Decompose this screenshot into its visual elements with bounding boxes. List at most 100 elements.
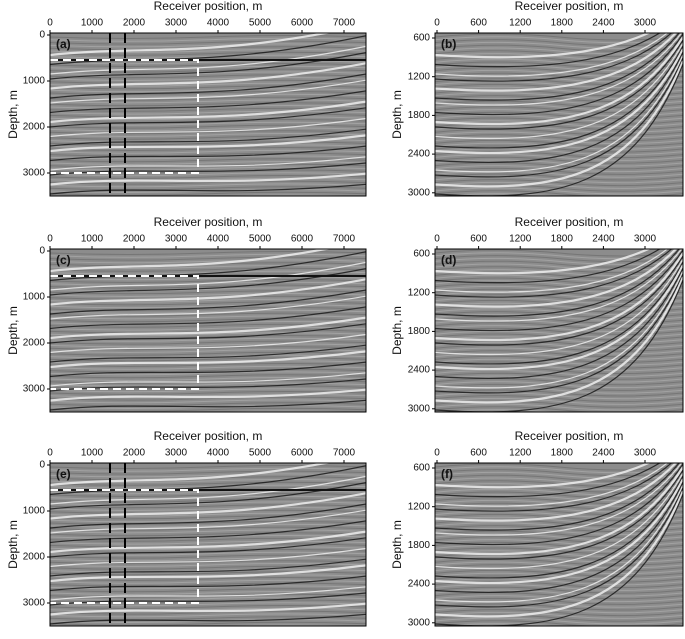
x-tick-label: 7000 <box>333 18 356 29</box>
texture <box>50 127 366 132</box>
texture <box>435 530 683 538</box>
texture <box>50 175 366 179</box>
x-tick-label: 600 <box>470 448 487 459</box>
x-tick-label: 3000 <box>165 448 188 459</box>
reflector <box>50 333 366 354</box>
texture <box>435 199 683 205</box>
reflector <box>50 547 366 568</box>
texture <box>50 529 366 534</box>
frame <box>434 32 684 197</box>
reflector <box>435 484 683 603</box>
texture <box>435 33 683 41</box>
reflector <box>435 252 683 342</box>
texture <box>50 631 366 634</box>
reflector <box>435 463 680 531</box>
texture <box>50 135 366 140</box>
seismic-image <box>50 33 366 196</box>
frame <box>49 32 367 197</box>
reflector <box>435 33 669 77</box>
texture <box>435 383 683 391</box>
reflector <box>435 463 683 536</box>
texture <box>50 551 366 556</box>
reflector <box>435 33 678 92</box>
texture <box>435 263 683 271</box>
texture <box>50 124 366 129</box>
reflector <box>435 39 683 130</box>
x-tick-label: 0 <box>47 448 53 459</box>
texture <box>50 309 366 314</box>
texture <box>435 333 683 341</box>
y-tick-label: 3000 <box>408 187 431 198</box>
y-tick-label: 2000 <box>23 552 46 563</box>
y-tick-label: 2400 <box>408 365 431 376</box>
texture <box>435 283 683 291</box>
reflector <box>50 62 366 90</box>
texture <box>435 288 683 296</box>
texture <box>50 35 366 39</box>
texture <box>50 315 366 320</box>
reflector <box>435 469 683 560</box>
texture <box>435 139 683 147</box>
texture <box>50 391 366 395</box>
x-tick-label: 600 <box>470 234 487 245</box>
reflector <box>50 564 366 583</box>
reflector <box>435 249 669 293</box>
x-tick-label: 3000 <box>165 18 188 29</box>
texture <box>50 554 366 559</box>
texture <box>50 326 366 331</box>
texture <box>435 578 683 586</box>
y-tick-label: 0 <box>39 246 45 257</box>
y-tick-label: 600 <box>413 463 430 474</box>
texture <box>50 507 366 511</box>
texture <box>435 463 683 471</box>
x-tick-label: 3000 <box>165 234 188 245</box>
x-tick-label: 3000 <box>634 448 657 459</box>
reflector <box>50 350 366 369</box>
texture <box>485 625 509 626</box>
texture <box>435 558 683 566</box>
texture <box>50 518 366 523</box>
reflector <box>50 183 366 195</box>
x-tick-label: 2400 <box>592 448 615 459</box>
reflector <box>50 52 366 80</box>
y-axis-label: Depth, m <box>6 90 20 139</box>
reflector <box>50 162 366 176</box>
texture <box>435 78 683 86</box>
y-tick-label: 600 <box>413 33 430 44</box>
texture <box>435 148 683 156</box>
frame <box>49 462 367 627</box>
y-tick-label: 0 <box>39 30 45 41</box>
reflector <box>435 33 683 106</box>
texture <box>50 68 366 73</box>
y-tick-label: 1800 <box>408 540 431 551</box>
reflector <box>435 475 683 579</box>
reflector <box>50 592 366 606</box>
texture <box>435 575 683 583</box>
texture <box>436 409 558 412</box>
texture <box>435 381 683 389</box>
texture <box>50 259 366 264</box>
reflector <box>435 249 652 275</box>
texture <box>435 586 683 594</box>
x-tick-label: 4000 <box>207 18 230 29</box>
texture <box>50 557 366 562</box>
x-tick-label: 4000 <box>207 234 230 245</box>
texture <box>435 190 683 196</box>
reflector <box>50 79 366 104</box>
texture <box>50 343 366 348</box>
texture <box>435 499 683 507</box>
reflector <box>435 463 678 522</box>
texture <box>50 304 366 309</box>
x-tick-label: 2400 <box>592 18 615 29</box>
seismic-image <box>435 463 683 626</box>
reflector <box>435 264 683 371</box>
texture <box>435 156 683 164</box>
texture <box>435 173 683 181</box>
y-tick-label: 1800 <box>408 110 431 121</box>
reflector <box>50 156 366 171</box>
reflector <box>50 117 366 138</box>
texture <box>50 51 366 56</box>
reflector <box>50 261 366 291</box>
texture <box>435 344 683 352</box>
